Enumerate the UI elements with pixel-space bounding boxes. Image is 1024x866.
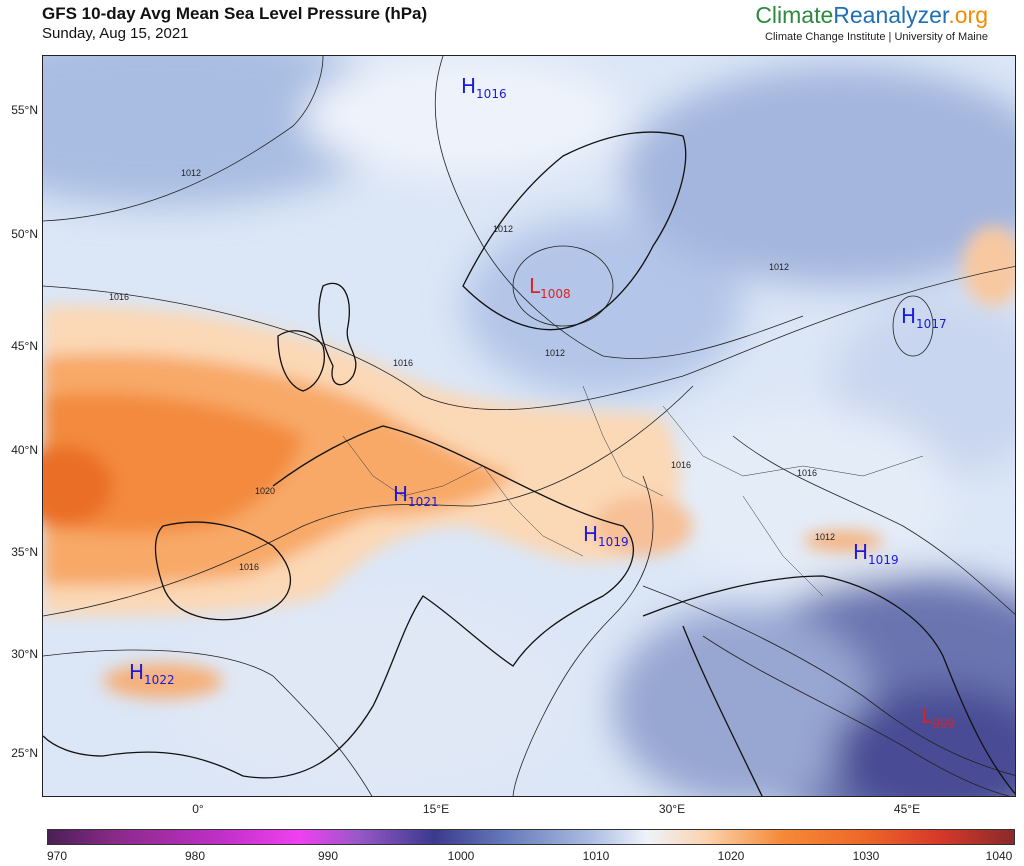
pressure-center-value: 1019: [868, 553, 899, 567]
colorbar-label: 1030: [852, 849, 880, 863]
pressure-center-value: 1017: [916, 317, 947, 331]
pressure-center-type: H: [461, 74, 477, 98]
colorbar-gradient: [48, 830, 1014, 844]
colorbar-label: 980: [184, 849, 206, 863]
colorbar-label: 990: [317, 849, 339, 863]
pressure-center-value: 1019: [598, 535, 629, 549]
pressure-center-high-2: H1017: [901, 304, 947, 331]
pressure-center-type: H: [583, 522, 599, 546]
pressure-center-value: 1008: [540, 287, 571, 301]
pressure-center-low-2: L999: [921, 704, 956, 731]
pressure-field: [43, 56, 1015, 796]
isobar-label: 1012: [769, 262, 790, 272]
lat-label: 25°N: [11, 746, 38, 760]
isobar-label: 1020: [255, 486, 276, 496]
pressure-center-high-5: H1019: [853, 540, 899, 567]
brand-part-3: .org: [948, 2, 988, 28]
pressure-center-high-3: H1021: [393, 482, 439, 509]
colorbar-label: 1040: [985, 849, 1013, 863]
map-date: Sunday, Aug 15, 2021: [42, 25, 189, 42]
brand-part-1: Climate: [755, 2, 834, 28]
pressure-center-value: 1022: [144, 673, 175, 687]
pressure-center-type: H: [129, 660, 145, 684]
pressure-center-high-4: H1019: [583, 522, 629, 549]
isobar-label: 1016: [239, 562, 260, 572]
pressure-center-high-6: H1022: [129, 660, 175, 687]
pressure-center-type: L: [529, 274, 541, 298]
high-pressure-area: [43, 226, 1015, 699]
isobar-label: 1016: [671, 460, 692, 470]
lon-label: 0°: [192, 802, 204, 816]
brand-part-2: Reanalyzer: [833, 2, 949, 28]
isobar-label: 1016: [393, 358, 414, 368]
lat-label: 35°N: [11, 545, 38, 559]
isobar-label: 1016: [797, 468, 818, 478]
lat-label: 50°N: [11, 227, 38, 241]
isobar-label: 1012: [545, 348, 566, 358]
affiliation-text: Climate Change Institute | University of…: [765, 31, 988, 43]
pressure-center-value: 1021: [408, 495, 439, 509]
brand-logo[interactable]: ClimateReanalyzer.org: [755, 2, 988, 29]
isobar-label: 1012: [493, 224, 514, 234]
colorbar-label: 1020: [717, 849, 745, 863]
borders: [342, 385, 924, 597]
pressure-center-type: H: [393, 482, 409, 506]
lat-label: 40°N: [11, 443, 38, 457]
pressure-center-type: H: [901, 304, 917, 328]
isobar-label: 1016: [109, 292, 130, 302]
lon-label: 45°E: [893, 802, 921, 816]
pressure-center-type: L: [921, 704, 933, 728]
lat-label: 30°N: [11, 647, 38, 661]
pressure-center-low-1: L1008: [529, 274, 571, 301]
coastlines: [43, 131, 1015, 796]
isobar-label: 1012: [181, 168, 202, 178]
isobar-label: 1012: [815, 532, 836, 542]
pressure-center-type: H: [853, 540, 869, 564]
map-title: GFS 10-day Avg Mean Sea Level Pressure (…: [42, 4, 428, 23]
pressure-center-high-1: H1016: [461, 74, 507, 101]
map-canvas: [43, 56, 1015, 796]
lat-label: 45°N: [11, 339, 38, 353]
lon-label: 30°E: [658, 802, 686, 816]
lon-label: 15°E: [422, 802, 450, 816]
colorbar-label: 970: [46, 849, 68, 863]
colorbar-label: 1000: [447, 849, 475, 863]
colorbar: [47, 829, 1015, 845]
colorbar-label: 1010: [582, 849, 610, 863]
lat-label: 55°N: [11, 103, 38, 117]
pressure-center-value: 999: [932, 717, 956, 731]
pressure-center-value: 1016: [476, 87, 507, 101]
pressure-map: H1016 L1008 H1017 H1021 H1019 H1019 H102…: [42, 55, 1016, 797]
